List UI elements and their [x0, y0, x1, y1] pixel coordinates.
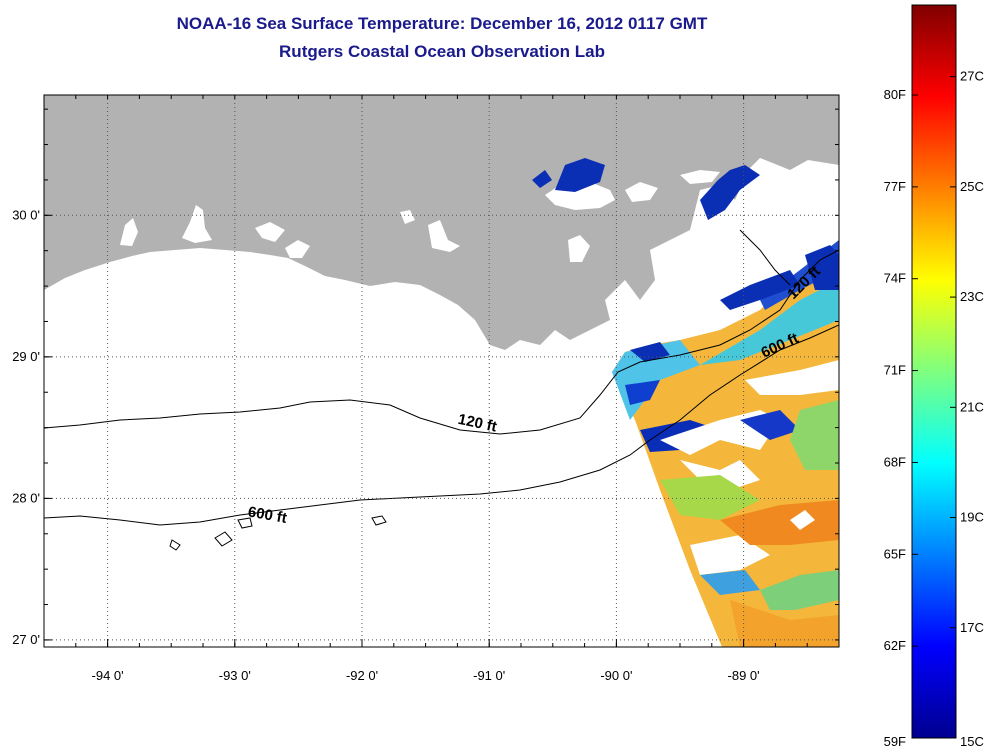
lake [568, 235, 590, 262]
map-subtitle: Rutgers Coastal Ocean Observation Lab [279, 42, 605, 61]
land-mass [44, 95, 839, 350]
map-title: NOAA-16 Sea Surface Temperature: Decembe… [176, 14, 708, 33]
colorbar-label-c: 15C [960, 734, 984, 749]
lake [400, 210, 415, 224]
contour-label: 600 ft [247, 503, 289, 527]
colorbar-label-f: 71F [884, 363, 906, 378]
lake [255, 222, 285, 242]
colorbar-label-f: 80F [884, 87, 906, 102]
lon-tick-label: -90 0' [600, 668, 632, 683]
sst-coastal-patches [532, 158, 839, 362]
lake [655, 250, 690, 284]
colorbar-label-f: 62F [884, 638, 906, 653]
lake [120, 218, 138, 246]
colorbar-label-f: 68F [884, 454, 906, 469]
lat-tick-label: 27 0' [12, 632, 40, 647]
lakes [120, 170, 732, 284]
plot-frame [43, 94, 840, 648]
colorbar [911, 4, 957, 739]
lake [285, 240, 310, 258]
shelf-contour [739, 229, 791, 286]
colorbar-label-f: 74F [884, 271, 906, 286]
colorbar-label-c: 21C [960, 399, 984, 414]
lake [428, 220, 460, 252]
lon-tick-label: -94 0' [92, 668, 124, 683]
colorbar-label-f: 77F [884, 179, 906, 194]
lon-tick-label: -92 0' [346, 668, 378, 683]
colorbar-label-c: 25C [960, 179, 984, 194]
lon-tick-label: -93 0' [219, 668, 251, 683]
lon-tick-label: -89 0' [728, 668, 760, 683]
colorbar-label-c: 19C [960, 510, 984, 525]
colorbar-label-f: 59F [884, 734, 906, 749]
lake [182, 205, 212, 243]
lat-tick-label: 30 0' [12, 207, 40, 222]
colorbar-label-c: 27C [960, 69, 984, 84]
colorbar-label-f: 65F [884, 546, 906, 561]
lat-tick-label: 29 0' [12, 349, 40, 364]
grid-lines [44, 95, 839, 647]
lon-tick-label: -91 0' [473, 668, 505, 683]
lake [680, 170, 720, 184]
sst-swath-texture [612, 240, 839, 647]
colorbar-label-c: 17C [960, 620, 984, 635]
contour-600ft-blobs [169, 515, 387, 551]
contour-120ft [44, 249, 839, 435]
colorbar-label-c: 23C [960, 289, 984, 304]
lake [625, 182, 658, 202]
lat-tick-label: 28 0' [12, 490, 40, 505]
contour-600ft [44, 324, 839, 526]
